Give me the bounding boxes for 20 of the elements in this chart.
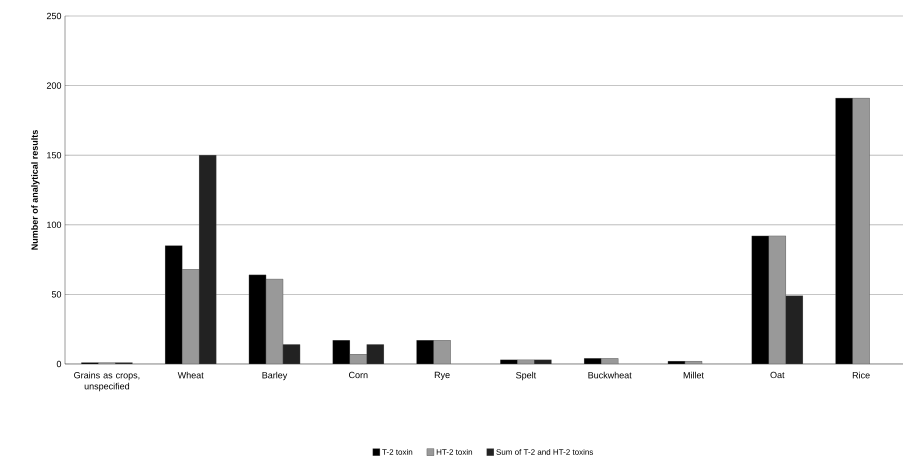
legend-label: Sum of T-2 and HT-2 toxins bbox=[496, 448, 594, 455]
y-tick-label: 100 bbox=[47, 222, 62, 228]
x-tick-label: Corn bbox=[349, 372, 368, 378]
y-axis-title: Number of analytical results bbox=[31, 130, 40, 250]
y-tick-label: 150 bbox=[47, 152, 62, 158]
legend-label: T-2 toxin bbox=[382, 448, 412, 455]
x-tick-label: Millet bbox=[684, 372, 704, 378]
legend-label: HT-2 toxin bbox=[436, 448, 472, 455]
x-tick-label: Rye bbox=[434, 372, 450, 380]
y-tick-label: 50 bbox=[52, 291, 62, 298]
x-tick-label: Rice bbox=[852, 372, 870, 378]
x-tick-label: Barley bbox=[262, 372, 288, 380]
x-tick-label: Grains as crops, unspecified bbox=[74, 372, 140, 392]
x-tick-label: Spelt bbox=[516, 372, 536, 380]
x-tick-label: Oat bbox=[770, 372, 784, 378]
x-tick-label: Wheat bbox=[178, 372, 204, 378]
y-tick-label: 200 bbox=[46, 82, 62, 89]
y-tick-label: 0 bbox=[56, 360, 62, 368]
y-tick-label: 250 bbox=[46, 12, 62, 20]
x-tick-label: Buckwheat bbox=[588, 372, 632, 378]
